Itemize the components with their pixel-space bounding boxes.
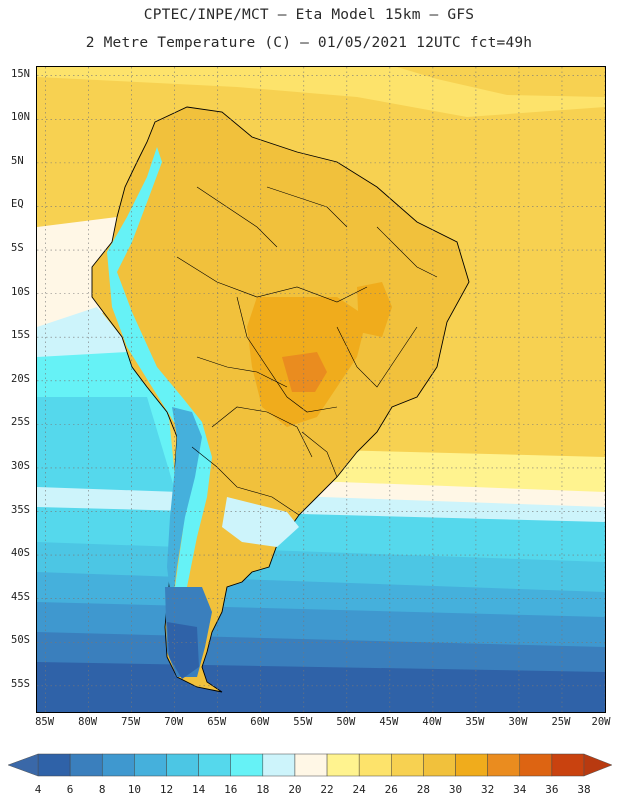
colorbar-swatch: [69, 753, 103, 777]
colorbar-swatch: [519, 753, 553, 777]
political-borders: [176, 186, 438, 516]
colorbar-swatch: [423, 753, 456, 777]
colorbar-swatch: [294, 753, 328, 777]
colorbar-label: 24: [352, 783, 366, 796]
longitude-label: 85W: [35, 716, 55, 728]
latitude-label: 10N: [11, 111, 30, 124]
longitude-label: 55W: [293, 716, 313, 728]
colorbar-label: 16: [224, 783, 238, 796]
colorbar-swatch: [166, 753, 199, 777]
colorbar-swatch: [230, 753, 264, 777]
colorbar-label: 30: [448, 783, 463, 796]
colorbar-label: 14: [191, 783, 206, 796]
latitude-label: 10S: [11, 285, 30, 298]
latitude-label: 40S: [11, 547, 30, 560]
longitude-label: 75W: [121, 716, 141, 728]
field-patagonia-colder: [167, 622, 199, 679]
colorbar-label: 26: [384, 783, 398, 796]
colorbar-label: 8: [98, 783, 106, 796]
latitude-label: 50S: [11, 634, 30, 647]
colorbar-swatch: [37, 753, 71, 777]
title-line-1: CPTEC/INPE/MCT – Eta Model 15km – GFS: [143, 7, 475, 23]
longitude-label: 50W: [336, 716, 356, 728]
colorbar-label: 28: [416, 783, 431, 796]
longitude-label: 20W: [591, 716, 611, 728]
longitude-label: 40W: [422, 716, 442, 728]
map-frame: [36, 66, 606, 713]
colorbar-swatch: [134, 753, 167, 777]
colorbar-swatch: [262, 753, 296, 777]
colorbar-label: 10: [127, 783, 141, 796]
latitude-label: 55S: [11, 677, 30, 690]
graticule: [37, 67, 605, 712]
latitude-label: 15N: [11, 67, 30, 80]
latitude-label: 15S: [11, 329, 30, 342]
colorbar-swatch: [358, 753, 392, 777]
colorbar-label: 12: [159, 783, 174, 796]
field-band-north-ocean-2: [397, 67, 605, 97]
longitude-label: 30W: [508, 716, 528, 728]
latitude-label: 5S: [11, 242, 24, 255]
colorbar-label: 32: [481, 783, 495, 796]
longitude-label: 35W: [465, 716, 485, 728]
latitude-label: 30S: [11, 459, 30, 472]
field-core-ne: [357, 282, 392, 337]
colorbar-swatch: [551, 753, 585, 777]
colorbar-label: 22: [320, 783, 334, 796]
title-line-2: 2 Metre Temperature (C) – 01/05/2021 12U…: [85, 35, 533, 51]
colorbar-label: 6: [66, 783, 74, 796]
colorbar-label: 4: [34, 783, 42, 796]
latitude-label: 35S: [11, 503, 30, 516]
latitude-label: 5N: [11, 154, 24, 167]
longitude-label: 65W: [207, 716, 227, 728]
colorbar-label: 36: [545, 783, 559, 796]
colorbar-label: 34: [513, 783, 527, 796]
longitude-label: 60W: [250, 716, 270, 728]
latitude-label: 20S: [11, 372, 30, 385]
colorbar-swatch: [391, 753, 424, 777]
colorbar-swatch: [198, 753, 231, 777]
colorbar-low-arrow: [7, 753, 39, 777]
field-core-32: [282, 352, 327, 392]
latitude-label: 45S: [11, 590, 30, 603]
colorbar-label: 38: [577, 783, 591, 796]
latitude-label: EQ: [11, 198, 24, 211]
colorbar-label: 20: [288, 783, 302, 796]
temperature-map: [37, 67, 605, 712]
latitude-label: 25S: [11, 416, 30, 429]
colorbar-swatch: [101, 753, 135, 777]
colorbar-high-arrow: [583, 753, 613, 777]
longitude-label: 25W: [551, 716, 571, 728]
longitude-label: 45W: [379, 716, 399, 728]
colorbar-label: 18: [256, 783, 270, 796]
colorbar: [7, 753, 613, 777]
colorbar-swatch: [326, 753, 360, 777]
colorbar-swatch: [487, 753, 521, 777]
colorbar-swatch: [455, 753, 488, 777]
longitude-label: 70W: [164, 716, 184, 728]
colorbar-boxes: [37, 753, 585, 777]
longitude-label: 80W: [78, 716, 98, 728]
field-andes-colder: [167, 407, 202, 607]
field-andes-cold: [107, 147, 212, 667]
